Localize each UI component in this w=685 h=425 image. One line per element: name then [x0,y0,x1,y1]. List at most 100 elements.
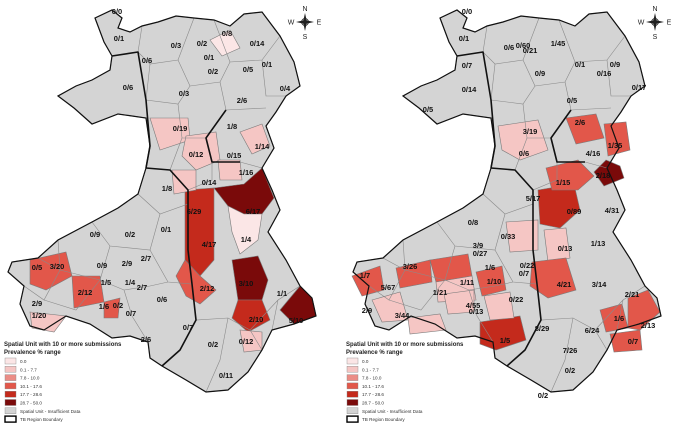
tb-region-boundary [490,167,542,367]
unit-label: 3/26 [403,262,418,271]
unit-label: 0/1 [459,34,469,43]
compass-icon-arms [646,20,664,24]
prevalence-region [483,291,515,321]
legend-item: 7.8 - 10.0 [20,376,40,381]
unit-label: 0/6 [519,149,529,158]
compass-w: W [638,20,645,27]
legend-item: 17.7 - 28.6 [20,392,42,397]
unit-label: 2/21 [625,290,640,299]
unit-label: 2/9 [32,299,42,308]
compass-e: E [317,20,322,27]
prevalence-region [565,113,605,145]
spatial-unit-boundary [123,289,149,343]
legend-item: 0.1 - 7.7 [20,367,37,372]
prevalence-region [603,121,631,157]
legend-item: Spatial Unit - Insufficient Data [20,409,81,414]
legend-swatch [346,391,359,398]
unit-label: 2/10 [249,315,264,324]
coastline [7,9,317,393]
legend-swatch [4,399,17,406]
unit-label: 4/31 [605,206,620,215]
legend-subtitle: Prevalence % range [346,350,403,356]
unit-label: 2/9 [362,306,372,315]
unit-label: 0/27 [473,249,488,258]
unit-label: 0/22 [520,261,535,270]
unit-label: 0/5 [32,263,42,272]
prevalence-region [505,219,539,253]
prevalence-region [181,131,221,171]
unit-label: 4/55 [466,301,481,310]
unit-label: 3/44 [395,311,410,320]
unit-label: 1/6 [485,263,495,272]
unit-label: 4/17 [202,240,217,249]
legend-item: 7.8 - 10.0 [362,376,382,381]
legend-item: 10.1 - 17.6 [20,384,42,389]
unit-label: 8/29 [535,324,550,333]
unit-label: 0/7 [628,337,638,346]
unit-label: 0/89 [567,207,582,216]
unit-label: 0/12 [189,150,204,159]
spatial-unit-boundary [436,213,506,251]
compass-w: W [288,20,295,27]
legend-swatch [346,382,359,390]
prevalence-region [29,251,73,291]
legend-item: 28.7 - 50.0 [362,401,384,406]
unit-label: 6/29 [187,207,202,216]
unit-label: 6/24 [585,326,600,335]
unit-label: 1/5 [500,336,510,345]
compass-ring [651,18,659,26]
unit-label: 0/3 [179,89,189,98]
spatial-unit-boundary [59,269,101,281]
prevalence-region [29,311,67,333]
prevalence-region [529,257,577,299]
unit-label: 7/26 [563,346,578,355]
legend-item: TB Region Boundary [20,417,63,422]
compass-n: N [652,6,657,13]
prevalence-region [217,159,243,181]
prevalence-region [231,299,271,333]
unit-label: 1/7 [360,271,370,280]
unit-label: 0/7 [462,61,472,70]
prevalence-region [175,259,217,305]
prevalence-region [497,119,549,161]
unit-label: 0/1 [114,34,124,43]
spatial-unit-boundary [606,59,631,97]
unit-label: 5/67 [381,283,396,292]
unit-label: 0/12 [239,337,254,346]
unit-label: 0/16 [597,69,612,78]
unit-label: 0/6 [504,43,514,52]
unit-label: 6/17 [246,207,261,216]
unit-label: 0/9 [535,69,545,78]
unit-label: 3/19 [523,127,538,136]
unit-label: 2/12 [200,284,215,293]
legend-item: 10.1 - 17.6 [362,384,384,389]
legend-item: Spatial Unit - Insufficient Data [362,409,423,414]
unit-label: 0/19 [173,124,188,133]
legend-subtitle: Prevalence % range [4,350,61,356]
unit-label: 1/21 [433,288,448,297]
unit-label: 1/15 [556,178,571,187]
unit-label: 0/7 [126,309,136,318]
legend-swatch [4,382,17,390]
spatial-unit-boundary [616,299,624,331]
unit-label: 1/13 [591,239,606,248]
unit-label: 1/4 [241,235,252,244]
spatial-unit-boundary [550,317,574,393]
legend-swatch [4,357,17,365]
unit-label: 0/9 [90,230,100,239]
unit-label: 2/9 [122,259,132,268]
unit-label: 1/1 [277,289,287,298]
legend-item: TB Region Boundary [362,417,405,422]
unit-label: 0/14 [250,39,265,48]
prevalence-region [227,205,263,255]
legend-swatch [346,399,359,406]
compass-e: E [667,20,672,27]
spatial-unit-boundary [468,289,494,343]
unit-label: 0/2 [208,67,218,76]
unit-label: 0/9 [610,60,620,69]
unit-label: 1/6 [99,302,109,311]
unit-label: 1/45 [551,39,566,48]
legend-swatch [346,357,359,365]
unit-label: 0/14 [462,85,477,94]
